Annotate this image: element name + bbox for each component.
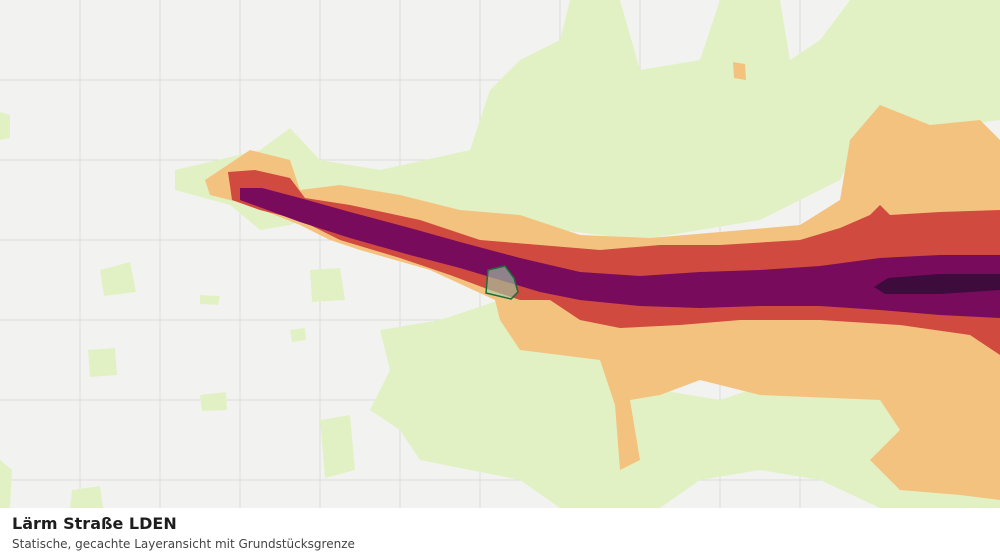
noise-zone-high (228, 170, 1000, 355)
noise-zone-very-high (240, 188, 1000, 318)
map-subtitle: Statische, gecachte Layeransicht mit Gru… (12, 537, 355, 551)
map-title: Lärm Straße LDEN (12, 514, 177, 533)
noise-zone-low (0, 0, 1000, 508)
noise-zone-extreme (874, 274, 1000, 294)
caption: Lärm Straße LDEN Statische, gecachte Lay… (0, 508, 1000, 560)
map (0, 0, 1000, 508)
parcel-boundary[interactable] (485, 265, 519, 300)
